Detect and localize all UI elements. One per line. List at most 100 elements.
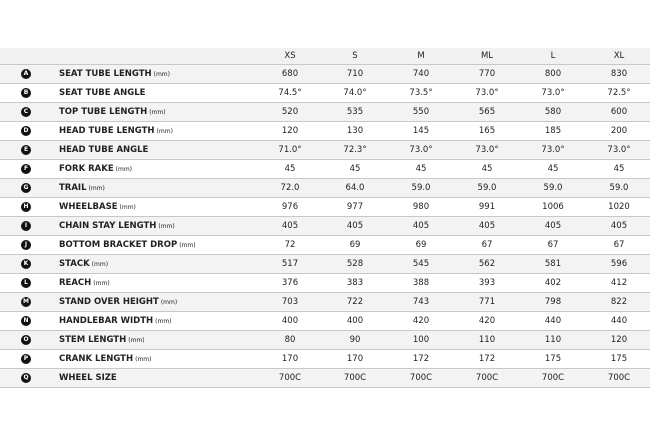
value-cell: 822 <box>610 297 628 307</box>
letter-badge-icon: G <box>21 183 31 193</box>
value-cell: 420 <box>412 316 430 326</box>
letter-badge-icon: K <box>21 259 31 269</box>
measurement-label: CRANK LENGTH (mm) <box>59 354 151 364</box>
value-cell: 73.0° <box>607 145 631 155</box>
measurement-name: STEM LENGTH <box>59 335 127 345</box>
value-cell: 405 <box>412 221 430 231</box>
value-cell: 743 <box>412 297 430 307</box>
measurement-name: STACK <box>59 259 90 269</box>
size-header-s: S <box>352 51 358 61</box>
measurement-label: CHAIN STAY LENGTH (mm) <box>59 221 175 231</box>
value-cell: 73.0° <box>541 88 565 98</box>
size-header-m: M <box>417 51 425 61</box>
measurement-name: CRANK LENGTH <box>59 354 134 364</box>
value-cell: 528 <box>346 259 364 269</box>
value-cell: 72.5° <box>607 88 631 98</box>
letter-badge-icon: P <box>21 354 31 364</box>
measurement-unit: (mm) <box>135 356 152 363</box>
table-row: C TOP TUBE LENGTH (mm) 520 535 550 565 580 600 <box>0 103 650 122</box>
value-cell: 73.5° <box>409 88 433 98</box>
value-cell: 69 <box>349 240 361 250</box>
value-cell: 412 <box>610 278 628 288</box>
measurement-unit: (mm) <box>93 280 110 287</box>
value-cell: 550 <box>412 107 430 117</box>
value-cell: 120 <box>610 335 628 345</box>
value-cell: 740 <box>412 69 430 79</box>
size-header-ml: ML <box>480 51 494 61</box>
measurement-name: HANDLEBAR WIDTH <box>59 316 154 326</box>
value-cell: 74.5° <box>278 88 302 98</box>
value-cell: 400 <box>346 316 364 326</box>
measurement-unit: (mm) <box>149 109 166 116</box>
value-cell: 170 <box>346 354 364 364</box>
measurement-label: SEAT TUBE ANGLE <box>59 88 147 98</box>
table-row: L REACH (mm) 376 383 388 393 402 412 <box>0 274 650 293</box>
value-cell: 393 <box>478 278 496 288</box>
value-cell: 73.0° <box>475 88 499 98</box>
value-cell: 73.0° <box>541 145 565 155</box>
value-cell: 596 <box>610 259 628 269</box>
table-row: F FORK RAKE (mm) 45 45 45 45 45 45 <box>0 160 650 179</box>
header-row: XS S M ML L XL <box>0 48 650 65</box>
measurement-label: HEAD TUBE LENGTH (mm) <box>59 126 173 136</box>
table-row: I CHAIN STAY LENGTH (mm) 405 405 405 405 405 40… <box>0 217 650 236</box>
value-cell: 405 <box>544 221 562 231</box>
value-cell: 145 <box>412 126 430 136</box>
value-cell: 722 <box>346 297 364 307</box>
measurement-label: STEM LENGTH (mm) <box>59 335 145 345</box>
measurement-unit: (mm) <box>179 242 196 249</box>
value-cell: 700C <box>541 373 565 383</box>
letter-badge-icon: B <box>21 88 31 98</box>
value-cell: 165 <box>478 126 496 136</box>
value-cell: 383 <box>346 278 364 288</box>
value-cell: 600 <box>610 107 628 117</box>
size-header-l: L <box>550 51 556 61</box>
value-cell: 110 <box>478 335 496 345</box>
measurement-name: SEAT TUBE ANGLE <box>59 88 146 98</box>
value-cell: 45 <box>349 164 361 174</box>
value-cell: 170 <box>281 354 299 364</box>
value-cell: 405 <box>610 221 628 231</box>
table-row: N HANDLEBAR WIDTH (mm) 400 400 420 420 440 440 <box>0 312 650 331</box>
letter-badge-icon: E <box>21 145 31 155</box>
value-cell: 71.0° <box>278 145 302 155</box>
measurement-name: HEAD TUBE ANGLE <box>59 145 149 155</box>
value-cell: 59.0 <box>543 183 563 193</box>
value-cell: 420 <box>478 316 496 326</box>
measurement-name: CHAIN STAY LENGTH <box>59 221 157 231</box>
measurement-unit: (mm) <box>128 337 145 344</box>
value-cell: 535 <box>346 107 364 117</box>
value-cell: 565 <box>478 107 496 117</box>
table-row: D HEAD TUBE LENGTH (mm) 120 130 145 165 185 200 <box>0 122 650 141</box>
measurement-name: SEAT TUBE LENGTH <box>59 69 152 79</box>
letter-badge-icon: H <box>21 202 31 212</box>
value-cell: 172 <box>412 354 430 364</box>
value-cell: 800 <box>544 69 562 79</box>
measurement-name: HEAD TUBE LENGTH <box>59 126 155 136</box>
value-cell: 977 <box>346 202 364 212</box>
value-cell: 440 <box>544 316 562 326</box>
measurement-name: WHEEL SIZE <box>59 373 117 383</box>
letter-badge-icon: M <box>21 297 31 307</box>
table-row: A SEAT TUBE LENGTH (mm) 680 710 740 770 800 830 <box>0 65 650 84</box>
measurement-unit: (mm) <box>88 185 105 192</box>
table-row: G TRAIL (mm) 72.0 64.0 59.0 59.0 59.0 59.0 <box>0 179 650 198</box>
measurement-name: BOTTOM BRACKET DROP <box>59 240 178 250</box>
letter-badge-icon: I <box>21 221 31 231</box>
measurement-label: HEAD TUBE ANGLE <box>59 145 150 155</box>
value-cell: 680 <box>281 69 299 79</box>
measurement-name: FORK RAKE <box>59 164 114 174</box>
value-cell: 400 <box>281 316 299 326</box>
value-cell: 175 <box>544 354 562 364</box>
table-row: Q WHEEL SIZE 700C 700C 700C 700C 700C 700C <box>0 369 650 388</box>
value-cell: 830 <box>610 69 628 79</box>
measurement-unit: (mm) <box>153 71 170 78</box>
table-row: K STACK (mm) 517 528 545 562 581 596 <box>0 255 650 274</box>
value-cell: 376 <box>281 278 299 288</box>
table-row: P CRANK LENGTH (mm) 170 170 172 172 175 175 <box>0 350 650 369</box>
value-cell: 80 <box>284 335 296 345</box>
measurement-name: WHEELBASE <box>59 202 118 212</box>
value-cell: 710 <box>346 69 364 79</box>
value-cell: 175 <box>610 354 628 364</box>
measurement-label: STAND OVER HEIGHT (mm) <box>59 297 177 307</box>
